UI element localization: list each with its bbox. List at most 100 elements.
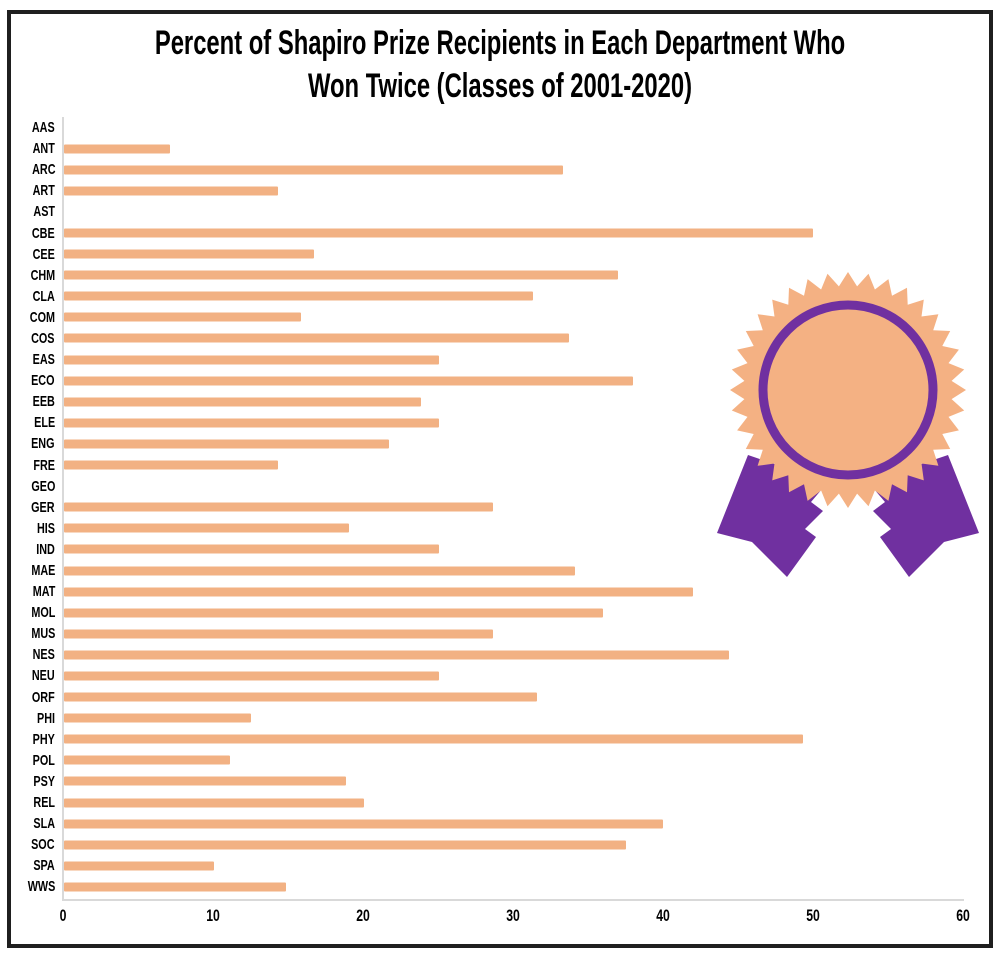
x-axis-tick-label: 30 (506, 906, 520, 925)
bar-row: WWS (0, 876, 963, 897)
bar (64, 713, 252, 723)
bar-row: AAS (0, 117, 963, 138)
bar-row: CLA (0, 286, 963, 307)
bar-row: ELE (0, 412, 963, 433)
bar-track (64, 222, 963, 243)
bar-row: GER (0, 497, 963, 518)
bar-row: MUS (0, 623, 963, 644)
bar-row: EEB (0, 391, 963, 412)
bar-row: ARC (0, 159, 963, 180)
y-axis-label: EAS (32, 351, 55, 369)
bar-track (64, 687, 963, 708)
y-axis-label: POL (32, 751, 55, 769)
bar (64, 186, 279, 196)
bar-track (64, 855, 963, 876)
bar-track (64, 117, 963, 138)
bar-row: PHI (0, 708, 963, 729)
bar-row: SOC (0, 834, 963, 855)
bar-row: NES (0, 644, 963, 665)
bar-row: COS (0, 328, 963, 349)
bar-rows: AAS ANT ARC ART AST CBE CEE CHM CLA COM COS EAS ECO E… (0, 117, 963, 897)
bar-track (64, 771, 963, 792)
bar-track (64, 834, 963, 855)
bar-track (64, 138, 963, 159)
bar-row: GEO (0, 476, 963, 497)
y-axis-label: ECO (31, 372, 55, 390)
bar-row: HIS (0, 518, 963, 539)
y-axis-label: AAS (32, 119, 55, 137)
x-axis-tick-label: 40 (656, 906, 670, 925)
chart-title: Percent of Shapiro Prize Recipients in E… (0, 22, 1000, 108)
bar (64, 228, 814, 238)
x-axis-ticks: 0 10 20 30 40 50 60 (60, 906, 970, 930)
y-axis-label: WWS (27, 878, 55, 896)
bar-track (64, 391, 963, 412)
x-axis-line (62, 899, 964, 901)
bar (64, 776, 346, 786)
chart-title-line1: Percent of Shapiro Prize Recipients in E… (154, 24, 846, 62)
y-axis-label: MUS (30, 625, 55, 643)
bar (64, 755, 231, 765)
bar-track (64, 581, 963, 602)
y-axis-label: AST (33, 203, 55, 221)
y-axis-label: GEO (30, 477, 55, 495)
award-ribbon-icon (717, 272, 979, 577)
x-axis-tick-label: 0 (59, 906, 67, 925)
bar-track (64, 328, 963, 349)
bar-track (64, 433, 963, 454)
bar-row: REL (0, 792, 963, 813)
bar-track (64, 644, 963, 665)
y-axis-label: ORF (32, 688, 55, 706)
bar-track (64, 286, 963, 307)
bar (64, 671, 439, 681)
bar (64, 333, 569, 343)
x-axis-tick-label: 60 (956, 906, 970, 925)
bar-row: SPA (0, 855, 963, 876)
bar-track (64, 876, 963, 897)
y-axis-label: ANT (32, 140, 55, 158)
x-axis-tick-label: 20 (356, 906, 370, 925)
y-axis-label: ART (32, 182, 55, 200)
y-axis-label: CHM (30, 266, 55, 284)
x-axis-tick-label: 50 (806, 906, 820, 925)
bar-track (64, 602, 963, 623)
bar (64, 439, 390, 449)
bar (64, 523, 349, 533)
bar (64, 819, 664, 829)
y-axis-label: SOC (31, 836, 55, 854)
y-axis-label: MAE (30, 562, 55, 580)
bar-row: ART (0, 180, 963, 201)
bar-row: PSY (0, 771, 963, 792)
y-axis-label: REL (33, 794, 55, 812)
y-axis-label: NES (32, 646, 55, 664)
bar-track (64, 665, 963, 686)
bar-track (64, 265, 963, 286)
bar (64, 270, 619, 280)
bar (64, 376, 634, 386)
y-axis-label: NEU (32, 667, 55, 685)
bar (64, 882, 286, 892)
bar-row: ORF (0, 687, 963, 708)
bar-track (64, 349, 963, 370)
y-axis-label: HIS (36, 519, 55, 537)
y-axis-label: PHI (36, 709, 55, 727)
y-axis-label: ELE (33, 414, 55, 432)
bar (64, 291, 533, 301)
bar (64, 608, 604, 618)
bar-track (64, 244, 963, 265)
bar (64, 840, 626, 850)
bar-track (64, 560, 963, 581)
y-axis-label: COS (31, 329, 55, 347)
y-axis-label: IND (36, 540, 55, 558)
bar (64, 587, 694, 597)
bar (64, 544, 439, 554)
bar-row: AST (0, 201, 963, 222)
bar (64, 650, 730, 660)
y-axis-label: PHY (32, 730, 55, 748)
bar-track (64, 518, 963, 539)
bar-row: POL (0, 750, 963, 771)
bar (64, 249, 315, 259)
bar-row: MOL (0, 602, 963, 623)
bar-row: IND (0, 539, 963, 560)
bar-track (64, 792, 963, 813)
